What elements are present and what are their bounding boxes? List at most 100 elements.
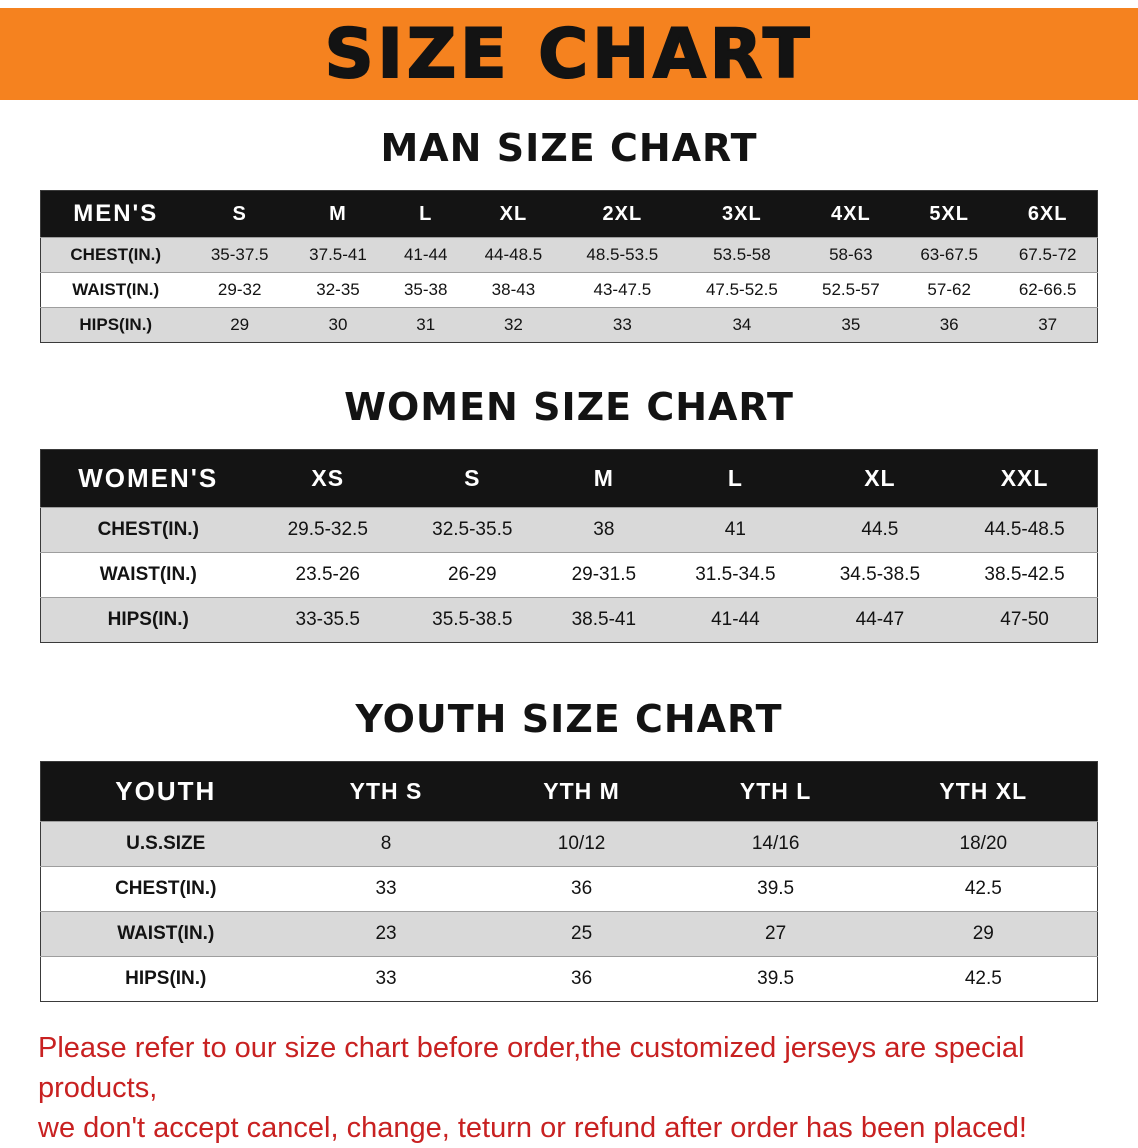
measurement-value: 33 (375, 878, 397, 899)
measurement-value: 27 (765, 923, 787, 944)
size-column-header: 2XL (602, 202, 643, 225)
measurement-value: 44.5 (861, 519, 899, 540)
men-size-section: MAN SIZE CHART MEN'S S M L XL 2XL 3XL 4XL 5XL 6XL… (0, 126, 1138, 343)
measurement-value: 29-31.5 (571, 564, 637, 585)
size-column-header: YTH L (739, 778, 812, 804)
measurement-value: 36 (571, 968, 593, 989)
youth-section-heading: YOUTH SIZE CHART (355, 697, 783, 741)
measurement-value: 38-43 (491, 280, 536, 299)
measurement-row: WAIST(IN.) 23.5-26 26-29 29-31.5 31.5-34.5 34… (40, 552, 1098, 598)
measurement-label: HIPS(IN.) (79, 315, 153, 334)
size-column-header: YTH S (349, 778, 423, 804)
measurement-value: 34.5-38.5 (839, 564, 921, 585)
measurement-value: 42.5 (964, 878, 1002, 899)
size-column-header: S (464, 465, 481, 491)
measurement-value: 35-38 (403, 280, 448, 299)
size-column-header: 4XL (830, 202, 871, 225)
measurement-value: 57-62 (927, 280, 971, 299)
measurement-row: HIPS(IN.) 29 30 31 32 33 34 35 36 37 (40, 307, 1098, 343)
measurement-value: 41-44 (403, 245, 448, 264)
measurement-value: 33 (375, 968, 397, 989)
measurement-row: CHEST(IN.) 35-37.5 37.5-41 41-44 44-48.5 48.5… (40, 237, 1098, 273)
measurement-value: 37 (1038, 315, 1058, 334)
title-banner: SIZE CHART (0, 8, 1138, 100)
measurement-value: 25 (571, 923, 593, 944)
measurement-row: CHEST(IN.) 33 36 39.5 42.5 (40, 866, 1098, 912)
measurement-label: HIPS(IN.) (125, 968, 207, 989)
measurement-value: 10/12 (557, 833, 606, 854)
measurement-value: 8 (380, 833, 392, 854)
size-column-header: YTH M (543, 778, 620, 804)
measurement-label: WAIST(IN.) (117, 923, 215, 944)
measurement-label: WAIST(IN.) (99, 564, 197, 585)
size-column-header: 6XL (1027, 202, 1068, 225)
measurement-value: 32-35 (316, 280, 360, 299)
table-category-header: WOMEN'S (78, 463, 219, 493)
measurement-value: 58-63 (829, 245, 873, 264)
disclaimer: Please refer to our size chart before or… (38, 1028, 1102, 1148)
measurement-value: 29 (972, 923, 994, 944)
table-header-row: YOUTH YTH S YTH M YTH L YTH XL (40, 761, 1098, 822)
measurement-label: CHEST(IN.) (115, 878, 217, 899)
page-title: SIZE CHART (324, 14, 814, 95)
size-column-header: XXL (1000, 465, 1049, 491)
measurement-value: 33-35.5 (295, 609, 360, 630)
women-size-section: WOMEN SIZE CHART WOMEN'S XS S M L XL XXL CHEST(… (0, 385, 1138, 643)
measurement-value: 23.5-26 (295, 564, 360, 585)
measurement-value: 39.5 (757, 878, 795, 899)
size-column-header: L (419, 202, 433, 225)
table-header-row: WOMEN'S XS S M L XL XXL (40, 449, 1098, 508)
measurement-value: 38.5-41 (571, 609, 637, 630)
measurement-label: CHEST(IN.) (70, 245, 162, 264)
measurement-value: 42.5 (964, 968, 1002, 989)
measurement-value: 32 (503, 315, 523, 334)
table-header-row: MEN'S S M L XL 2XL 3XL 4XL 5XL 6XL (40, 190, 1098, 238)
men-size-table: MEN'S S M L XL 2XL 3XL 4XL 5XL 6XL CHEST(IN.) 35-37… (40, 190, 1098, 343)
disclaimer-line-1: Please refer to our size chart before or… (38, 1032, 1025, 1105)
size-column-header: L (727, 465, 743, 491)
measurement-value: 47.5-52.5 (705, 280, 778, 299)
measurement-value: 29-32 (217, 280, 262, 299)
measurement-label: CHEST(IN.) (97, 519, 199, 540)
measurement-value: 29.5-32.5 (287, 519, 368, 540)
size-column-header: 3XL (722, 202, 762, 225)
measurement-value: 52.5-57 (822, 280, 880, 299)
measurement-row: U.S.SIZE 8 10/12 14/16 18/20 (40, 821, 1098, 867)
measurement-value: 18/20 (959, 833, 1008, 854)
measurement-value: 30 (328, 315, 348, 334)
measurement-value: 43-47.5 (593, 280, 652, 299)
measurement-value: 33 (612, 315, 632, 334)
measurement-value: 29 (230, 315, 250, 334)
women-size-table: WOMEN'S XS S M L XL XXL CHEST(IN.) 29.5-32.5 32.5… (40, 449, 1098, 643)
women-section-heading: WOMEN SIZE CHART (344, 385, 794, 429)
size-column-header: S (232, 202, 247, 225)
measurement-row: HIPS(IN.) 33-35.5 35.5-38.5 38.5-41 41-44 44-… (40, 597, 1098, 643)
youth-size-table: YOUTH YTH S YTH M YTH L YTH XL U.S.SIZE 8 10/12… (40, 761, 1098, 1002)
size-column-header: XS (311, 465, 345, 491)
measurement-value: 41 (724, 519, 746, 540)
measurement-label: U.S.SIZE (126, 833, 206, 854)
measurement-row: HIPS(IN.) 33 36 39.5 42.5 (40, 956, 1098, 1002)
measurement-label: WAIST(IN.) (72, 280, 160, 299)
table-category-header: YOUTH (115, 776, 217, 806)
measurement-value: 35-37.5 (210, 245, 269, 264)
measurement-value: 32.5-35.5 (432, 519, 513, 540)
measurement-row: WAIST(IN.) 23 25 27 29 (40, 911, 1098, 957)
measurement-value: 14/16 (751, 833, 800, 854)
measurement-row: CHEST(IN.) 29.5-32.5 32.5-35.5 38 41 44.5 44.5… (40, 507, 1098, 553)
size-column-header: M (329, 202, 347, 225)
size-column-header: M (593, 465, 614, 491)
table-category-header: MEN'S (73, 200, 159, 227)
measurement-value: 36 (571, 878, 593, 899)
measurement-value: 31.5-34.5 (695, 564, 776, 585)
disclaimer-line-2: we don't accept cancel, change, teturn o… (38, 1112, 1027, 1145)
measurement-value: 36 (939, 315, 959, 334)
measurement-value: 31 (416, 315, 436, 334)
measurement-value: 62-66.5 (1018, 280, 1077, 299)
measurement-value: 35.5-38.5 (432, 609, 513, 630)
size-column-header: YTH XL (939, 778, 1028, 804)
size-column-header: XL (864, 465, 896, 491)
youth-size-section: YOUTH SIZE CHART YOUTH YTH S YTH M YTH L YTH… (0, 697, 1138, 1002)
measurement-value: 67.5-72 (1018, 245, 1077, 264)
measurement-value: 38 (593, 519, 615, 540)
